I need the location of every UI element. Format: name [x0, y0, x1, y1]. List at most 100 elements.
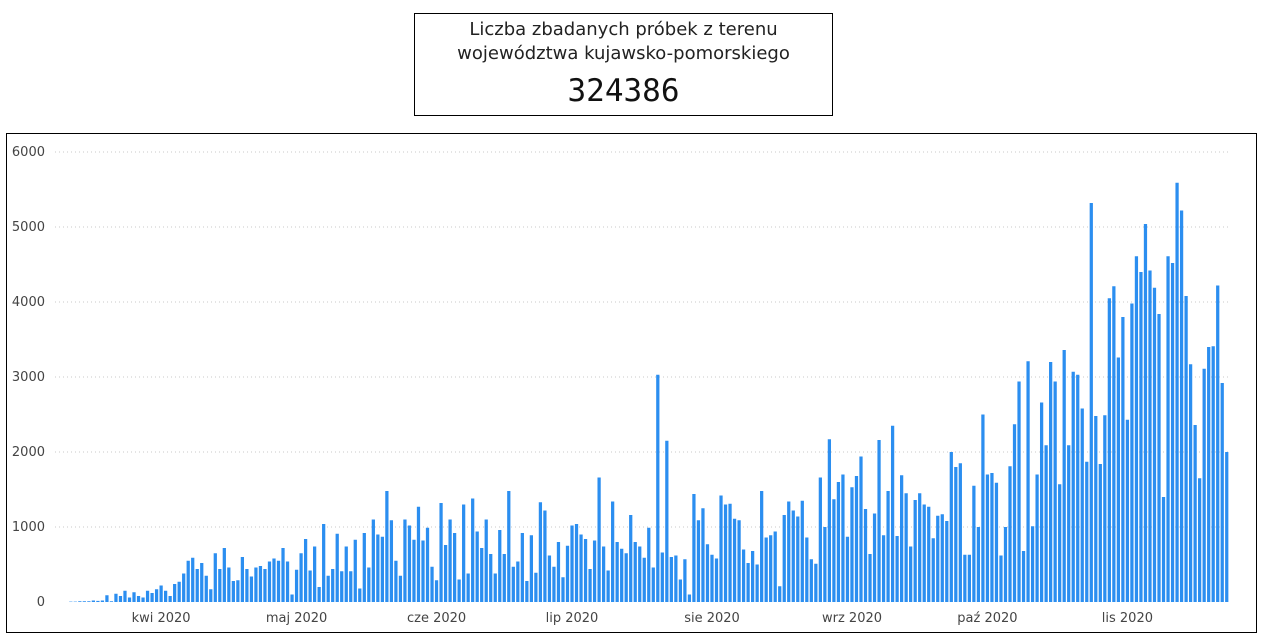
- bar: [678, 579, 683, 602]
- bar: [498, 530, 502, 602]
- bar: [773, 531, 777, 602]
- bar: [335, 533, 339, 602]
- bar: [723, 504, 728, 602]
- bar: [412, 539, 416, 602]
- bar: [999, 555, 1003, 602]
- bar: [362, 533, 366, 602]
- bar: [818, 477, 822, 602]
- bar: [583, 539, 588, 602]
- bar: [881, 535, 886, 602]
- bar: [1121, 317, 1125, 602]
- bar: [344, 546, 348, 602]
- bar: [118, 596, 123, 602]
- bar: [1112, 286, 1116, 602]
- bar: [534, 572, 538, 602]
- bar: [1211, 346, 1215, 602]
- bar: [236, 580, 240, 602]
- bar: [1184, 296, 1188, 602]
- x-tick-label: paź 2020: [957, 611, 1017, 626]
- bar: [872, 513, 877, 602]
- bar: [895, 536, 899, 602]
- bar: [1139, 272, 1143, 602]
- bar: [195, 569, 199, 602]
- x-tick-label: lis 2020: [1102, 611, 1153, 626]
- bar: [714, 558, 719, 602]
- bar: [868, 554, 872, 602]
- bar: [182, 573, 186, 602]
- bar: [1071, 371, 1075, 602]
- bar: [114, 593, 118, 602]
- bar: [1202, 368, 1206, 602]
- bar: [1134, 256, 1139, 602]
- bar: [787, 501, 791, 602]
- bar: [823, 527, 827, 602]
- bar: [529, 535, 533, 602]
- bar: [154, 589, 159, 602]
- bar: [1008, 466, 1012, 602]
- bar: [877, 440, 881, 602]
- bar-chart: 0 1000 2000 3000 4000 5000 6000 kwi 2020 maj 202…: [12, 145, 1229, 626]
- bar: [1053, 381, 1057, 602]
- bar: [1157, 314, 1161, 602]
- bar: [949, 452, 953, 602]
- bar: [796, 516, 800, 602]
- bar: [1080, 408, 1084, 602]
- bar: [100, 600, 105, 602]
- bar: [380, 536, 384, 602]
- bar: [814, 563, 818, 602]
- y-tick-label: 3000: [12, 370, 45, 385]
- bar: [322, 524, 326, 602]
- y-tick-label: 1000: [12, 520, 45, 535]
- bar: [443, 545, 448, 602]
- bar: [705, 544, 710, 602]
- bar: [985, 474, 990, 602]
- bar: [1125, 419, 1130, 602]
- bar: [245, 569, 249, 602]
- bar: [931, 538, 935, 602]
- bar: [376, 534, 380, 602]
- bar: [638, 546, 642, 602]
- bar: [1225, 452, 1229, 602]
- bar: [398, 575, 403, 602]
- bar: [620, 548, 624, 602]
- bar: [1175, 182, 1179, 602]
- bar: [913, 500, 917, 602]
- bar: [565, 545, 570, 602]
- bar: [615, 542, 619, 602]
- bar: [886, 491, 890, 602]
- bar: [538, 502, 543, 602]
- bar: [922, 504, 926, 602]
- bar: [805, 537, 809, 602]
- bar: [1012, 424, 1017, 602]
- bar: [462, 504, 466, 602]
- bar: [782, 515, 786, 602]
- bar: [927, 506, 931, 602]
- bar: [592, 540, 597, 602]
- bar: [1179, 210, 1184, 602]
- bar: [471, 498, 475, 602]
- bar: [601, 546, 606, 602]
- bar: [836, 482, 841, 602]
- bar: [624, 553, 628, 602]
- bar: [940, 514, 944, 602]
- bar: [1207, 347, 1211, 602]
- bar: [91, 600, 96, 602]
- bar: [516, 561, 520, 602]
- bar: [841, 474, 845, 602]
- bar: [732, 518, 737, 602]
- bar: [367, 567, 371, 602]
- bar: [669, 557, 673, 602]
- bar: [1193, 425, 1197, 602]
- bar: [778, 586, 782, 602]
- bar: [687, 594, 692, 602]
- bar: [633, 542, 637, 602]
- bar: [845, 536, 850, 602]
- y-tick-label: 4000: [12, 295, 45, 310]
- bar: [900, 475, 904, 602]
- bar: [231, 581, 235, 602]
- bar: [890, 425, 895, 602]
- bar: [674, 555, 678, 602]
- bar: [1030, 526, 1035, 602]
- bar: [173, 584, 177, 602]
- bar: [263, 569, 267, 602]
